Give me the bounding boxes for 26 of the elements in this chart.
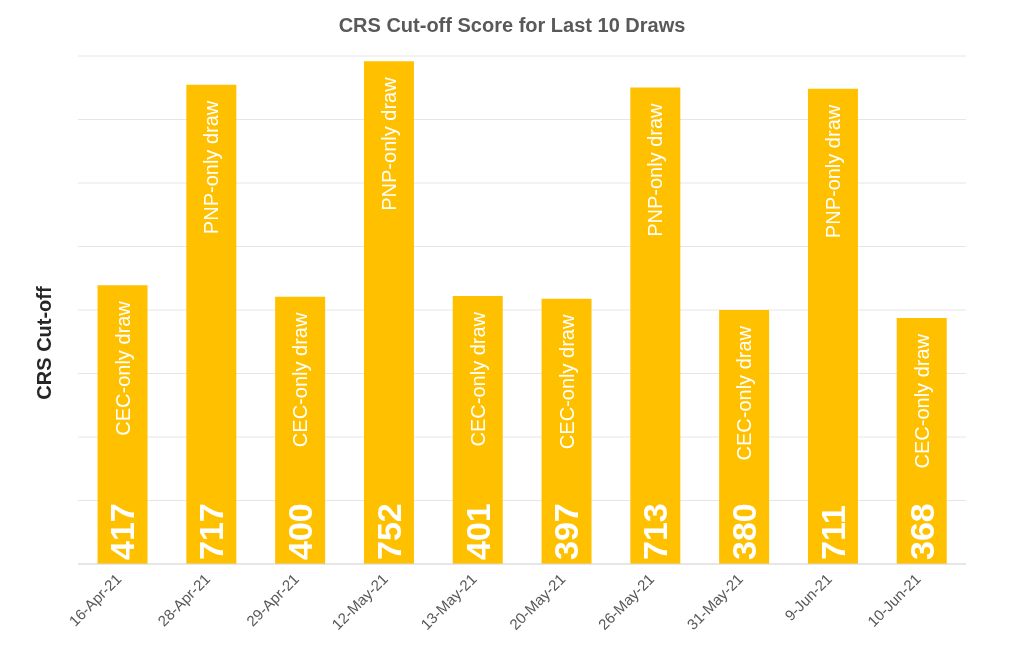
data-label: 752	[369, 503, 408, 560]
annotation: CEC-only draw	[555, 314, 578, 450]
data-label: 368	[902, 503, 941, 560]
bar	[807, 88, 858, 564]
annotation: PNP-only draw	[200, 100, 223, 235]
annotation: CEC-only draw	[466, 311, 489, 447]
annotation: CEC-only draw	[111, 300, 134, 436]
data-label: 401	[458, 503, 497, 560]
annotation: PNP-only draw	[644, 102, 667, 237]
data-label: 713	[636, 503, 675, 560]
annotation: PNP-only draw	[377, 76, 400, 211]
annotation: PNP-only draw	[821, 104, 844, 239]
y-axis-title: CRS Cut-off	[32, 286, 56, 400]
data-label: 711	[813, 505, 852, 560]
bar	[630, 87, 681, 564]
data-label: 400	[281, 503, 320, 560]
data-label: 417	[103, 503, 142, 560]
annotation: CEC-only draw	[289, 312, 312, 448]
data-label: 380	[725, 503, 764, 560]
annotation: CEC-only draw	[733, 325, 756, 461]
bar	[186, 84, 237, 564]
annotation: CEC-only draw	[910, 333, 933, 469]
bar	[363, 61, 414, 564]
data-label: 397	[547, 503, 586, 560]
data-label: 717	[192, 503, 231, 560]
chart-title: CRS Cut-off Score for Last 10 Draws	[337, 14, 687, 37]
